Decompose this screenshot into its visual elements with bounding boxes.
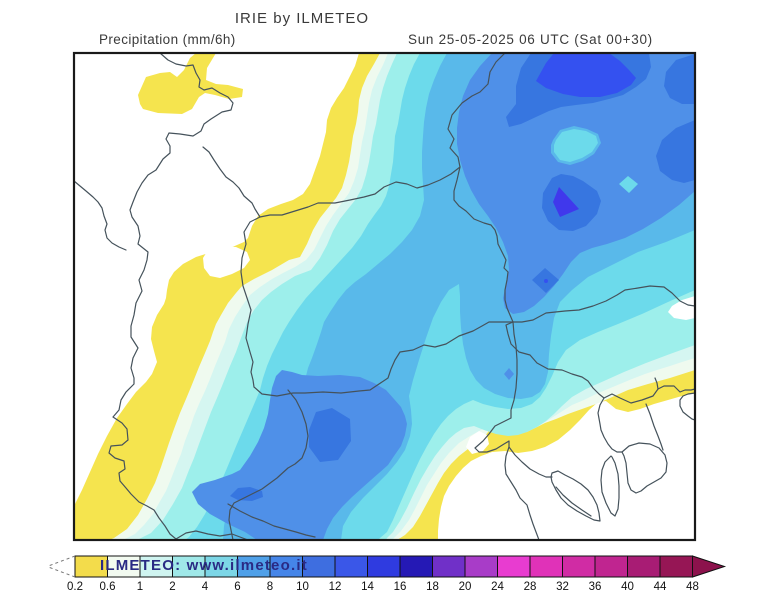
svg-text:16: 16	[394, 581, 407, 593]
svg-text:Sun 25-05-2025 06 UTC (Sat 00+: Sun 25-05-2025 06 UTC (Sat 00+30)	[408, 32, 653, 47]
svg-text:32: 32	[556, 581, 569, 593]
svg-text:Precipitation (mm/6h): Precipitation (mm/6h)	[99, 32, 236, 47]
svg-text:ILMETEO: www.ilmeteo.it: ILMETEO: www.ilmeteo.it	[100, 557, 308, 574]
svg-text:8: 8	[267, 581, 273, 593]
svg-text:48: 48	[686, 581, 699, 593]
svg-text:6: 6	[234, 581, 240, 593]
svg-text:28: 28	[524, 581, 537, 593]
svg-text:4: 4	[202, 581, 209, 593]
svg-text:10: 10	[296, 581, 309, 593]
svg-text:0.6: 0.6	[100, 581, 116, 593]
svg-text:36: 36	[589, 581, 602, 593]
svg-text:44: 44	[654, 581, 667, 593]
svg-text:12: 12	[329, 581, 342, 593]
svg-text:24: 24	[491, 581, 504, 593]
svg-text:20: 20	[459, 581, 472, 593]
svg-text:IRIE by ILMETEO: IRIE by ILMETEO	[235, 10, 369, 27]
svg-text:14: 14	[361, 581, 374, 593]
svg-text:18: 18	[426, 581, 439, 593]
svg-text:0.2: 0.2	[67, 581, 83, 593]
svg-text:40: 40	[621, 581, 634, 593]
svg-text:1: 1	[137, 581, 143, 593]
svg-text:2: 2	[169, 581, 175, 593]
